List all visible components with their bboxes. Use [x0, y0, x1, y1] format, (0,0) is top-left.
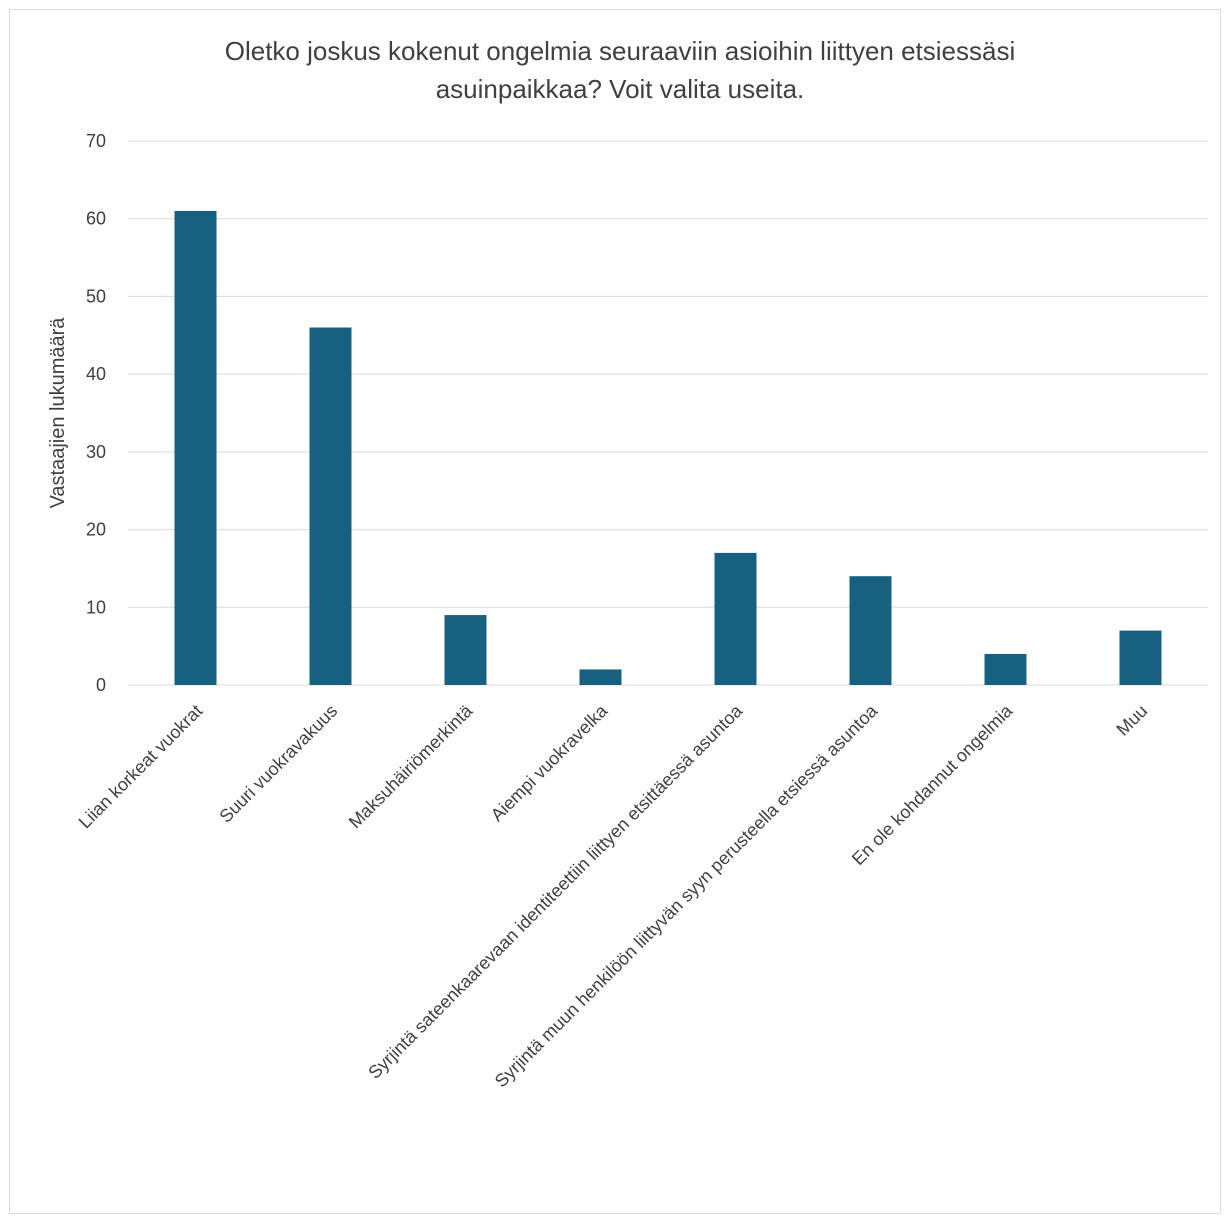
y-tick-label: 50 — [86, 286, 106, 306]
y-tick-label: 70 — [86, 131, 106, 151]
y-tick-label: 60 — [86, 209, 106, 229]
x-category-label: En ole kohdannut ongelmia — [848, 700, 1017, 869]
bar — [849, 576, 892, 685]
bar — [174, 210, 217, 685]
chart-title: Oletko joskus kokenut ongelmia seuraavii… — [225, 36, 1016, 104]
y-axis-title: Vastaajien lukumäärä — [47, 317, 69, 509]
bars — [174, 210, 1162, 685]
x-category-label: Liian korkeat vuokrat — [75, 701, 207, 833]
y-tick-label: 30 — [86, 442, 106, 462]
y-tick-label: 40 — [86, 364, 106, 384]
x-axis-labels: Liian korkeat vuokrat Suuri vuokravakuus M… — [75, 700, 1152, 1091]
x-category-label: Suuri vuokravakuus — [215, 701, 341, 827]
chart-title-line-2: asuinpaikkaa? Voit valita useita. — [436, 74, 805, 104]
gridlines — [128, 140, 1208, 686]
bar — [714, 552, 757, 685]
x-category-label: Aiempi vuokravelka — [487, 700, 612, 825]
y-tick-label: 20 — [86, 520, 106, 540]
y-tick-label: 10 — [86, 597, 106, 617]
bar — [579, 669, 622, 685]
bar — [444, 615, 487, 685]
y-tick-label: 0 — [96, 675, 106, 695]
bar — [309, 327, 352, 685]
bar — [1119, 630, 1162, 685]
y-axis-ticks: 0 10 20 30 40 50 60 70 — [86, 131, 106, 695]
x-category-label: Maksuhäiriömerkintä — [345, 700, 477, 832]
x-category-label: Muu — [1112, 701, 1151, 740]
chart-title-line-1: Oletko joskus kokenut ongelmia seuraavii… — [225, 36, 1016, 66]
bar — [984, 653, 1027, 685]
